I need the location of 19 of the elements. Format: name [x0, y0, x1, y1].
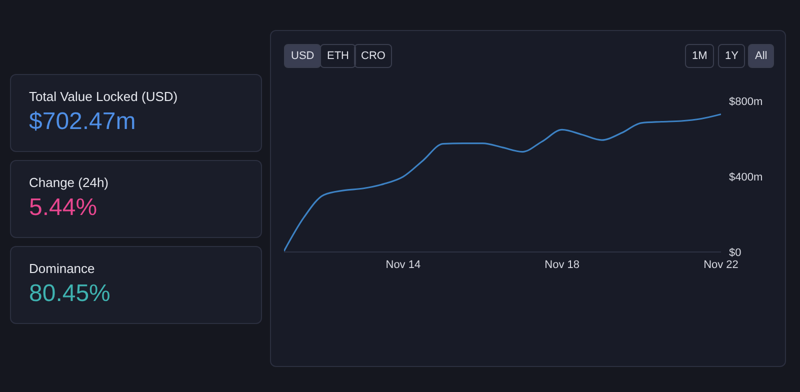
text: Dominance	[29, 261, 95, 276]
text: $702.47m	[29, 108, 136, 136]
text: All	[748, 44, 774, 68]
y-tick-label: $0	[729, 246, 742, 259]
text: Change (24h)	[29, 175, 108, 190]
y-tick-label: $800m	[729, 96, 763, 108]
text: CRO	[354, 44, 392, 68]
text: ETH	[320, 44, 356, 68]
text: USD	[284, 44, 322, 68]
text: 1Y	[718, 44, 746, 68]
text: 1M	[685, 44, 714, 68]
x-tick-label: Nov 14	[386, 258, 421, 271]
text: 80.45%	[29, 280, 110, 308]
text: Total Value Locked (USD)	[29, 89, 178, 104]
x-tick-label: Nov 22	[704, 258, 738, 271]
line-series	[284, 113, 721, 252]
text: 5.44%	[29, 194, 98, 222]
y-tick-label: $400m	[729, 171, 763, 184]
x-tick-label: Nov 18	[544, 258, 580, 271]
